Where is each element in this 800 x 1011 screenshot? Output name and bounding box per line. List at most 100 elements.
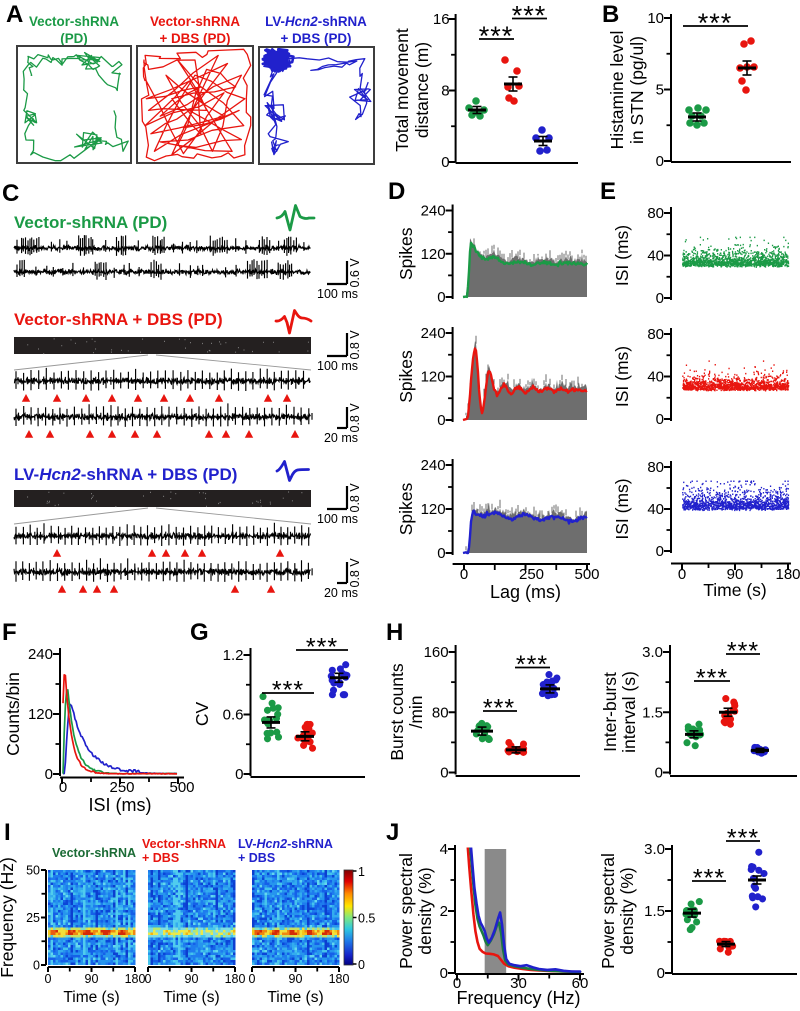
svg-text:Time (s): Time (s) <box>163 989 219 1006</box>
svg-text:C: C <box>2 180 19 207</box>
svg-text:E: E <box>600 178 616 205</box>
svg-text:interval (s): interval (s) <box>619 671 639 753</box>
svg-text:Vector-shRNA: Vector-shRNA <box>52 846 136 860</box>
svg-text:3.0: 3.0 <box>644 841 665 858</box>
svg-text:250: 250 <box>109 779 134 796</box>
svg-text:100 ms: 100 ms <box>317 359 358 373</box>
svg-text:Inter-burst: Inter-burst <box>600 672 620 752</box>
svg-text:LV-Hcn2-shRNA + DBS (PD): LV-Hcn2-shRNA + DBS (PD) <box>14 465 237 484</box>
svg-text:***: *** <box>483 695 515 723</box>
svg-text:180: 180 <box>125 972 146 986</box>
svg-text:LV-Hcn2-shRNA: LV-Hcn2-shRNA <box>265 14 367 29</box>
svg-text:0.8 V: 0.8 V <box>348 483 362 513</box>
svg-text:40: 40 <box>647 369 664 386</box>
svg-text:Lag (ms): Lag (ms) <box>490 582 561 602</box>
svg-text:ISI (ms): ISI (ms) <box>612 346 632 407</box>
svg-text:80: 80 <box>647 459 664 476</box>
svg-text:0: 0 <box>655 765 663 782</box>
svg-text:Spikes: Spikes <box>396 482 416 535</box>
svg-text:240: 240 <box>421 203 446 220</box>
svg-text:0: 0 <box>678 566 686 583</box>
svg-text:0.8 V: 0.8 V <box>348 558 362 588</box>
svg-text:Vector-shRNA + DBS (PD): Vector-shRNA + DBS (PD) <box>14 310 223 329</box>
svg-text:CV: CV <box>192 702 212 727</box>
svg-text:1.5: 1.5 <box>642 704 663 721</box>
svg-text:100 ms: 100 ms <box>317 512 358 526</box>
svg-text:Time (s): Time (s) <box>63 989 119 1006</box>
svg-text:***: *** <box>516 651 548 679</box>
svg-text:120: 120 <box>421 501 446 518</box>
svg-text:0: 0 <box>437 412 445 429</box>
svg-text:240: 240 <box>28 646 53 663</box>
svg-text:100 ms: 100 ms <box>317 287 358 301</box>
svg-text:***: *** <box>306 634 338 662</box>
svg-text:***: *** <box>727 825 759 853</box>
svg-text:Counts/bin: Counts/bin <box>3 672 23 756</box>
svg-text:(PD): (PD) <box>60 31 88 46</box>
svg-text:Burst counts: Burst counts <box>387 663 407 761</box>
svg-text:0: 0 <box>45 972 52 986</box>
svg-text:90: 90 <box>727 566 744 583</box>
svg-text:60: 60 <box>572 975 589 992</box>
svg-text:Vector-shRNA: Vector-shRNA <box>150 14 240 29</box>
svg-text:1: 1 <box>358 865 365 879</box>
svg-text:40: 40 <box>647 501 664 518</box>
svg-text:density (%): density (%) <box>617 867 637 955</box>
svg-text:0: 0 <box>145 972 152 986</box>
svg-text:ISI (ms): ISI (ms) <box>89 795 152 815</box>
svg-text:F: F <box>2 619 17 646</box>
svg-text:0: 0 <box>656 153 664 170</box>
svg-text:80: 80 <box>432 704 449 721</box>
svg-text:Vector-shRNA: Vector-shRNA <box>29 14 119 29</box>
svg-text:180: 180 <box>775 566 800 583</box>
svg-text:0: 0 <box>437 289 445 306</box>
svg-text:***: *** <box>512 1 547 31</box>
svg-text:0: 0 <box>656 543 664 560</box>
svg-text:180: 180 <box>329 972 350 986</box>
svg-text:0: 0 <box>33 959 40 973</box>
svg-text:0: 0 <box>657 965 665 982</box>
svg-text:20 ms: 20 ms <box>324 431 358 445</box>
svg-text:+ DBS (PD): + DBS (PD) <box>159 31 230 46</box>
svg-text:0: 0 <box>440 965 448 982</box>
svg-text:***: *** <box>272 677 304 705</box>
svg-text:240: 240 <box>421 325 446 342</box>
svg-text:in STN (pg/ul): in STN (pg/ul) <box>627 36 647 144</box>
svg-text:250: 250 <box>519 566 544 583</box>
svg-text:H: H <box>386 619 403 646</box>
svg-text:***: *** <box>727 638 759 666</box>
svg-text:0: 0 <box>249 972 256 986</box>
svg-text:I: I <box>4 819 11 846</box>
svg-text:16: 16 <box>433 11 450 28</box>
svg-text:ISI (ms): ISI (ms) <box>612 478 632 539</box>
svg-text:160: 160 <box>424 644 449 661</box>
svg-text:Total movement: Total movement <box>392 28 412 152</box>
svg-text:***: *** <box>693 865 725 893</box>
svg-text:80: 80 <box>647 205 664 222</box>
svg-text:Histamine level: Histamine level <box>607 31 627 150</box>
svg-text:1.5: 1.5 <box>644 903 665 920</box>
svg-text:240: 240 <box>421 457 446 474</box>
svg-text:0: 0 <box>437 545 445 562</box>
svg-text:***: *** <box>479 21 514 51</box>
svg-text:Power spectral: Power spectral <box>598 853 618 969</box>
svg-text:B: B <box>602 1 619 28</box>
svg-text:0: 0 <box>453 975 461 992</box>
svg-text:120: 120 <box>421 369 446 386</box>
svg-text:4: 4 <box>440 841 448 858</box>
svg-text:A: A <box>6 1 23 28</box>
svg-text:500: 500 <box>169 779 194 796</box>
svg-text:90: 90 <box>85 972 99 986</box>
svg-text:0.6 V: 0.6 V <box>348 258 362 288</box>
svg-text:40: 40 <box>647 248 664 265</box>
svg-text:distance (m): distance (m) <box>412 42 432 138</box>
svg-text:+ DBS (PD): + DBS (PD) <box>280 31 351 46</box>
svg-text:+ DBS: + DBS <box>142 851 179 865</box>
svg-text:ISI (ms): ISI (ms) <box>612 225 632 286</box>
svg-text:0.8 V: 0.8 V <box>348 403 362 433</box>
svg-text:500: 500 <box>574 566 599 583</box>
svg-text:Time (s): Time (s) <box>267 989 323 1006</box>
svg-text:8: 8 <box>441 83 449 100</box>
svg-text:2: 2 <box>440 903 448 920</box>
svg-text:90: 90 <box>289 972 303 986</box>
